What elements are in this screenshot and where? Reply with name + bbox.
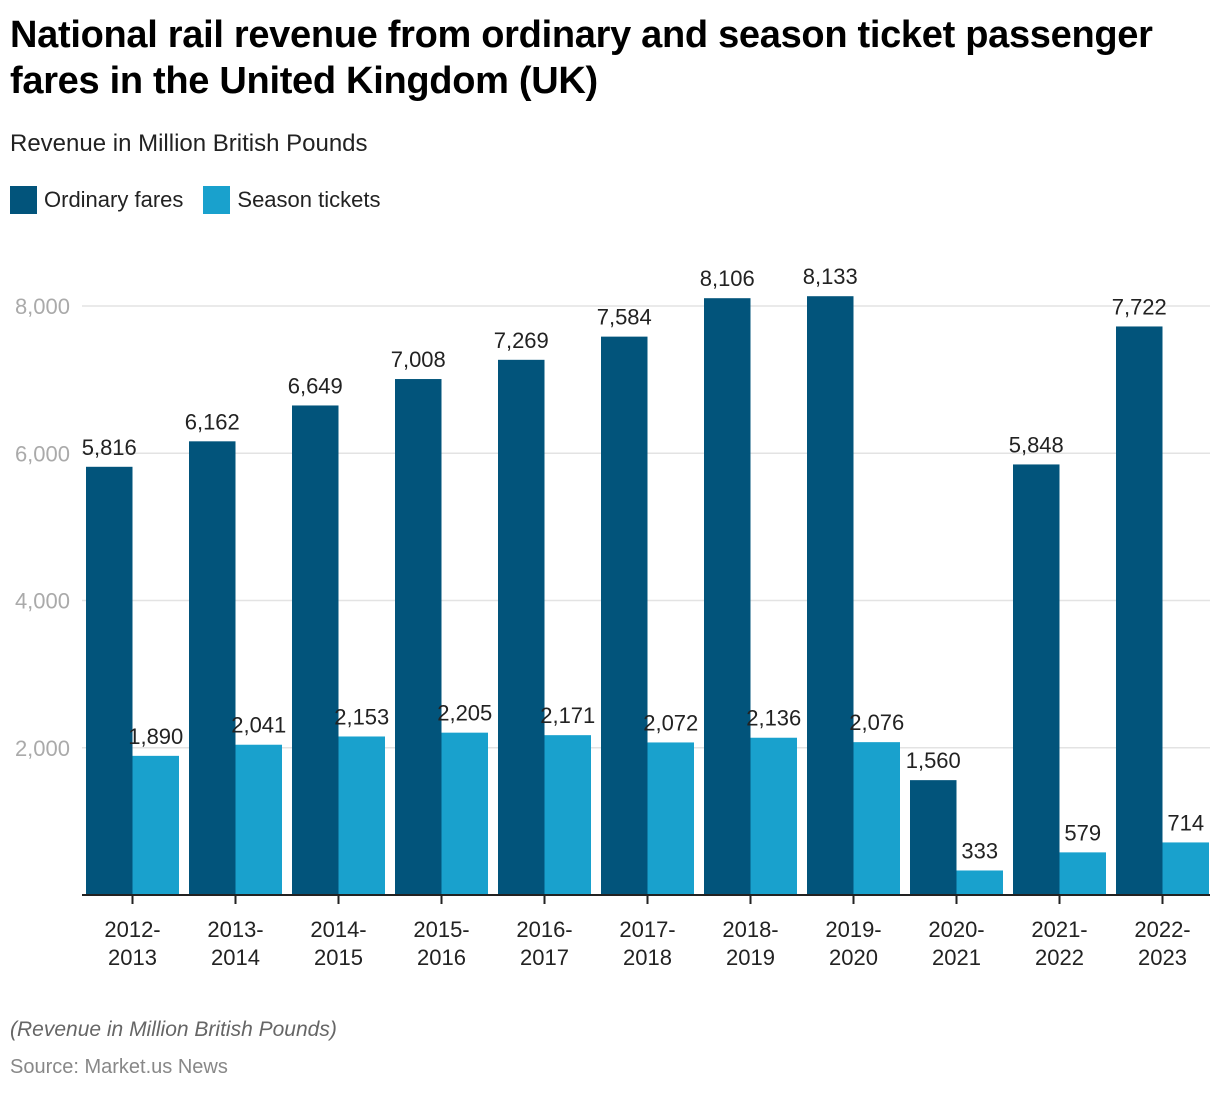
bar-season-tickets bbox=[441, 732, 488, 895]
x-tick-label: 2023 bbox=[1138, 945, 1187, 970]
bar-season-tickets bbox=[750, 737, 797, 895]
bar-ordinary-fares bbox=[292, 405, 339, 895]
x-tick-label: 2021- bbox=[1031, 917, 1087, 942]
y-axis: 2,000 4,000 6,000 8,000 bbox=[15, 294, 70, 761]
x-axis: 2012- 2013 2013- 2014 2014- 2015 2015- 2016 2016… bbox=[82, 894, 1210, 970]
legend-label-season-tickets: Season tickets bbox=[237, 187, 381, 212]
x-tick-label: 2016 bbox=[417, 945, 466, 970]
data-label-season-tickets: 2,072 bbox=[643, 710, 698, 735]
data-label-ordinary-fares: 7,722 bbox=[1112, 294, 1167, 319]
y-tick-label: 8,000 bbox=[15, 294, 70, 319]
bar-ordinary-fares bbox=[1013, 464, 1060, 895]
data-label-season-tickets: 2,076 bbox=[849, 710, 904, 735]
data-label-ordinary-fares: 8,106 bbox=[700, 266, 755, 291]
y-tick-label: 6,000 bbox=[15, 441, 70, 466]
x-tick-label: 2017- bbox=[619, 917, 675, 942]
x-tick-label: 2013 bbox=[108, 945, 157, 970]
data-label-season-tickets: 1,890 bbox=[128, 724, 183, 749]
legend-item-ordinary-fares: Ordinary fares bbox=[10, 186, 183, 214]
bar-season-tickets bbox=[1059, 852, 1106, 895]
x-tick-label: 2014- bbox=[310, 917, 366, 942]
bar-season-tickets bbox=[544, 735, 591, 895]
legend-swatch-ordinary-fares bbox=[10, 186, 37, 214]
data-label-season-tickets: 579 bbox=[1064, 820, 1101, 845]
x-tick-label: 2012- bbox=[104, 917, 160, 942]
x-tick-label: 2022 bbox=[1035, 945, 1084, 970]
x-tick-label: 2019- bbox=[825, 917, 881, 942]
bar-ordinary-fares bbox=[601, 336, 648, 895]
footnote: (Revenue in Million British Pounds) bbox=[10, 1018, 337, 1041]
x-tick-label: 2020- bbox=[928, 917, 984, 942]
x-tick-label: 2021 bbox=[932, 945, 981, 970]
data-label-ordinary-fares: 6,649 bbox=[288, 373, 343, 398]
data-label-ordinary-fares: 5,816 bbox=[82, 435, 137, 460]
x-tick-label: 2018 bbox=[623, 945, 672, 970]
x-tick-label: 2018- bbox=[722, 917, 778, 942]
legend: Ordinary fares Season tickets bbox=[10, 186, 400, 214]
chart-subtitle: Revenue in Million British Pounds bbox=[10, 130, 368, 157]
x-tick-label: 2022- bbox=[1134, 917, 1190, 942]
y-tick-label: 4,000 bbox=[15, 589, 70, 614]
bar-season-tickets bbox=[235, 744, 282, 895]
bar-ordinary-fares bbox=[807, 296, 854, 895]
chart-title: National rail revenue from ordinary and … bbox=[10, 14, 1153, 102]
bar-season-tickets bbox=[956, 870, 1003, 895]
bar-ordinary-fares bbox=[189, 441, 236, 895]
data-label-ordinary-fares: 6,162 bbox=[185, 409, 240, 434]
bar-season-tickets bbox=[1162, 842, 1209, 895]
bar-ordinary-fares bbox=[498, 359, 545, 895]
x-tick-label: 2020 bbox=[829, 945, 878, 970]
data-label-ordinary-fares: 5,848 bbox=[1009, 432, 1064, 457]
x-tick-label: 2019 bbox=[726, 945, 775, 970]
bar-ordinary-fares bbox=[910, 780, 957, 895]
data-label-ordinary-fares: 8,133 bbox=[803, 264, 858, 289]
x-tick-label: 2017 bbox=[520, 945, 569, 970]
bar-season-tickets bbox=[132, 755, 179, 895]
data-label-season-tickets: 714 bbox=[1167, 810, 1204, 835]
bar-season-tickets bbox=[338, 736, 385, 895]
data-label-season-tickets: 2,153 bbox=[334, 704, 389, 729]
x-tick-label: 2016- bbox=[516, 917, 572, 942]
data-label-ordinary-fares: 7,269 bbox=[494, 328, 549, 353]
x-tick-label: 2014 bbox=[211, 945, 260, 970]
source-note: Source: Market.us News bbox=[10, 1056, 228, 1078]
bar-ordinary-fares bbox=[704, 298, 751, 895]
y-tick-label: 2,000 bbox=[15, 736, 70, 761]
data-label-season-tickets: 2,136 bbox=[746, 706, 801, 731]
data-label-season-tickets: 2,041 bbox=[231, 713, 286, 738]
x-tick-label: 2015 bbox=[314, 945, 363, 970]
bars bbox=[86, 296, 1209, 895]
data-labels: 5,816 1,890 6,162 2,041 6,649 2,153 7,008 2,205… bbox=[82, 264, 1204, 863]
data-label-season-tickets: 2,171 bbox=[540, 703, 595, 728]
data-label-season-tickets: 2,205 bbox=[437, 701, 492, 726]
bar-ordinary-fares bbox=[1116, 326, 1163, 895]
bar-season-tickets bbox=[647, 742, 694, 895]
bar-ordinary-fares bbox=[395, 379, 442, 895]
bar-season-tickets bbox=[853, 742, 900, 895]
legend-swatch-season-tickets bbox=[203, 186, 231, 214]
x-tick-label: 2015- bbox=[413, 917, 469, 942]
data-label-ordinary-fares: 1,560 bbox=[906, 748, 961, 773]
x-tick-label: 2013- bbox=[207, 917, 263, 942]
bar-chart: 2,000 4,000 6,000 8,000 5,816 1,890 6,162 2,04… bbox=[15, 264, 1210, 970]
data-label-season-tickets: 333 bbox=[961, 838, 998, 863]
legend-label-ordinary-fares: Ordinary fares bbox=[44, 187, 184, 212]
bar-ordinary-fares bbox=[86, 466, 133, 895]
data-label-ordinary-fares: 7,584 bbox=[597, 305, 652, 330]
data-label-ordinary-fares: 7,008 bbox=[391, 347, 446, 372]
legend-item-season-tickets: Season tickets bbox=[203, 186, 380, 214]
